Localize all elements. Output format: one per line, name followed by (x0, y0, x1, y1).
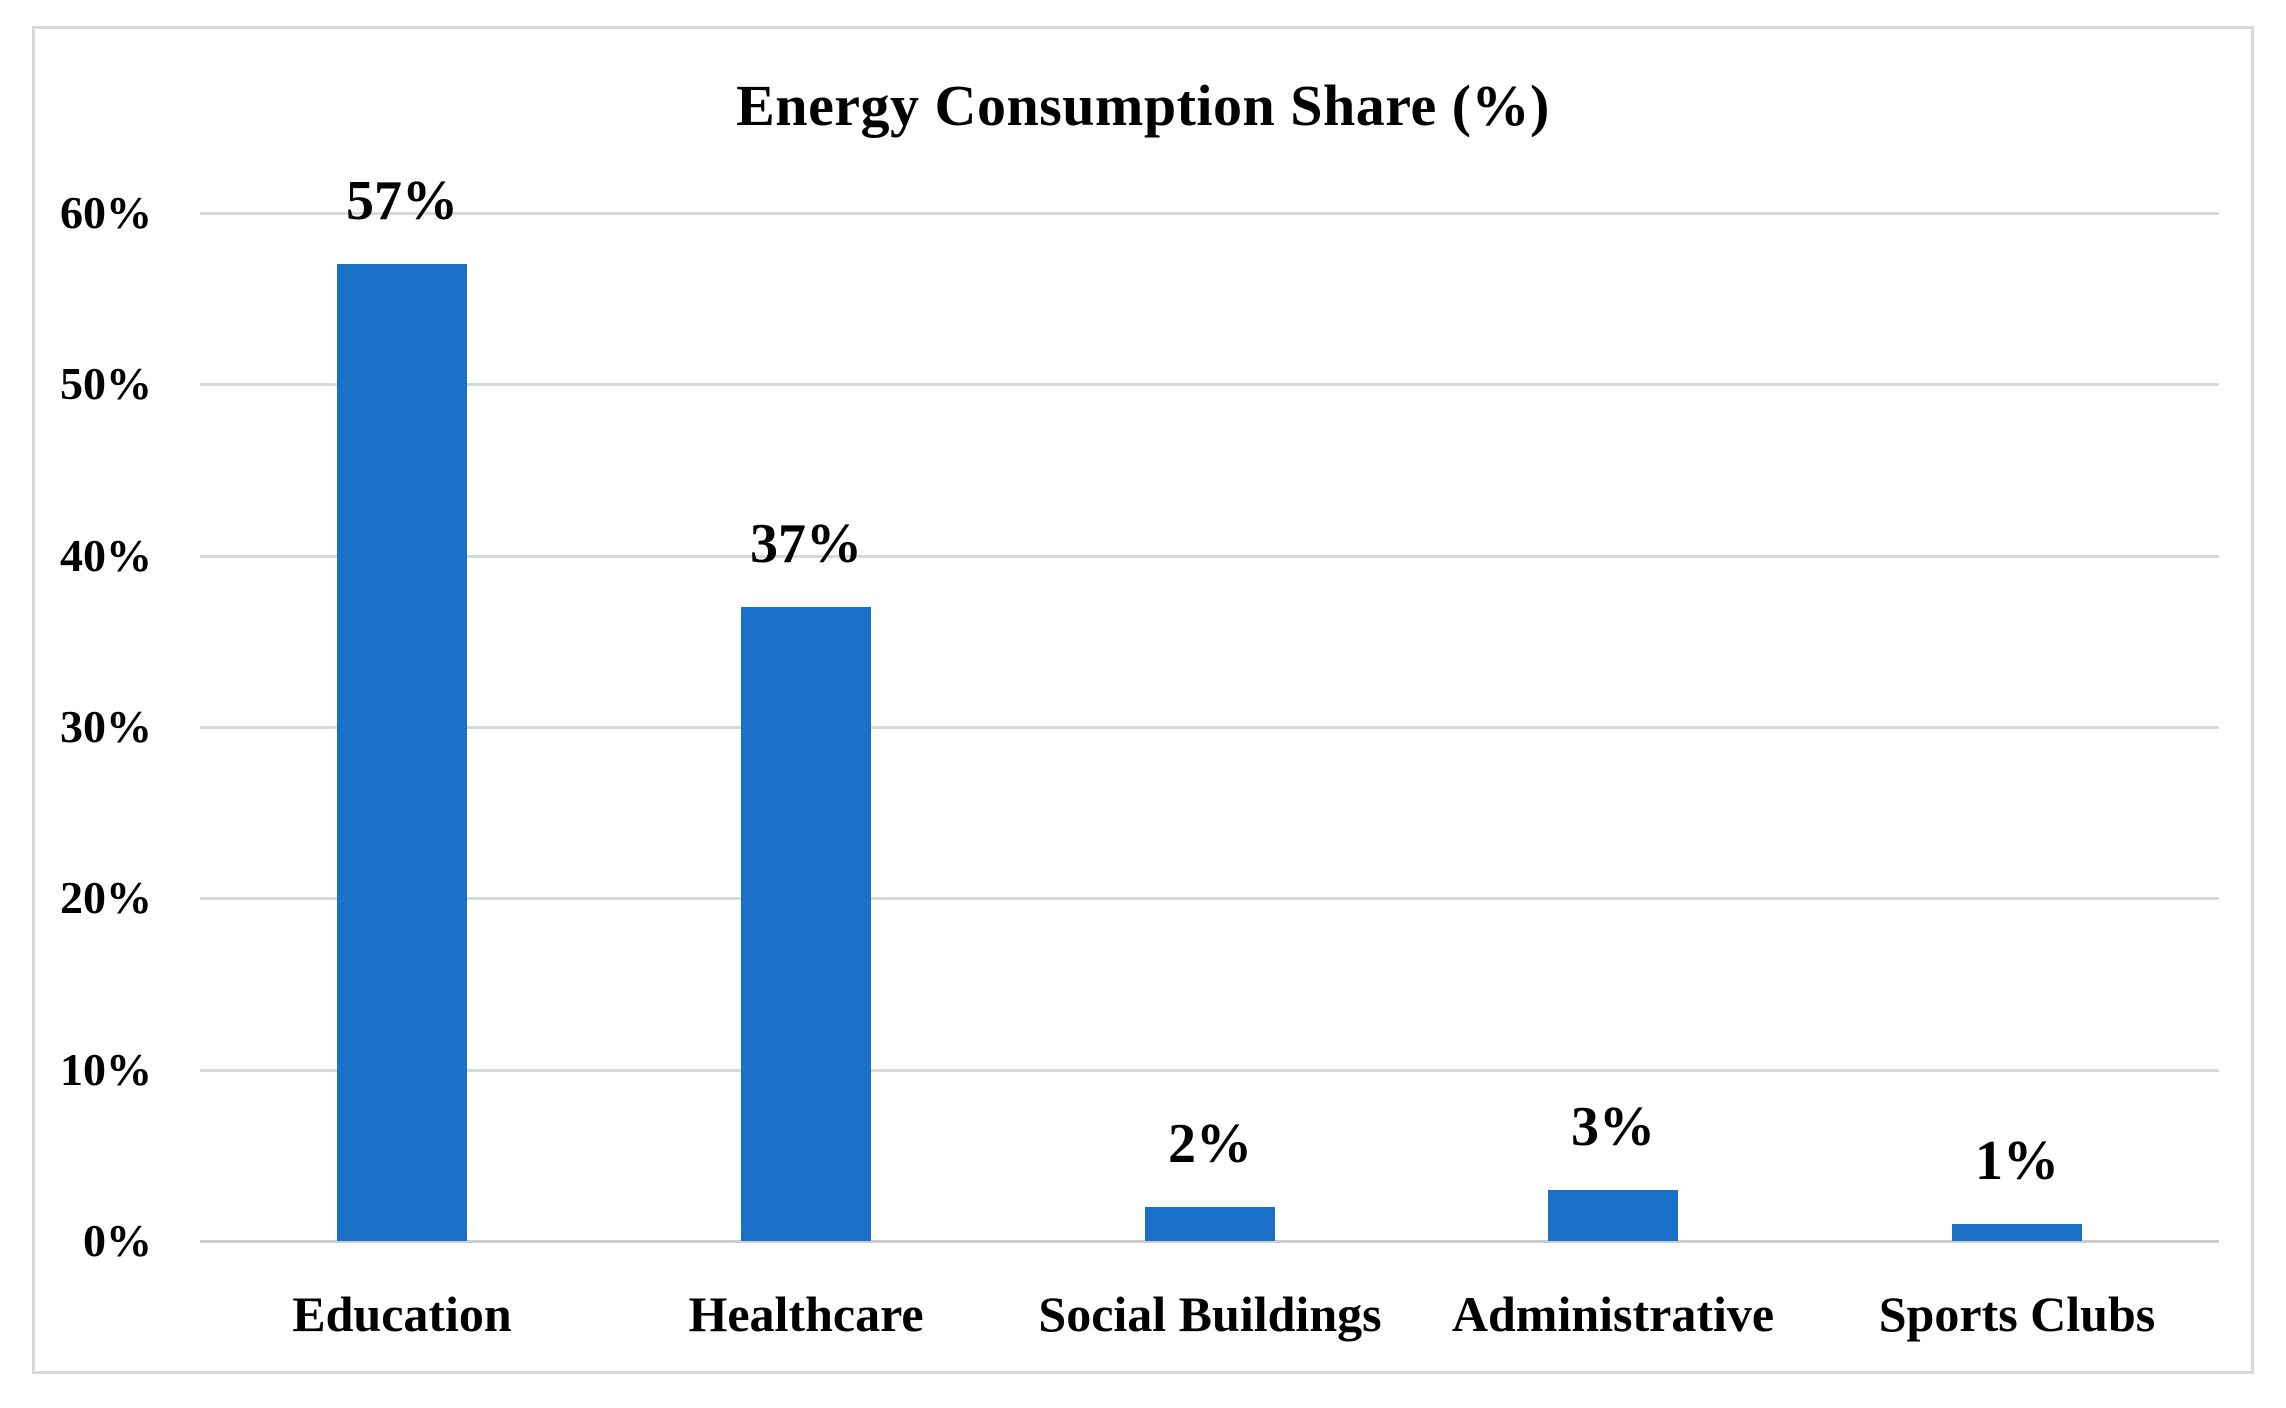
bar-education (337, 264, 467, 1241)
data-label: 3% (1571, 1096, 1655, 1158)
data-label: 2% (1168, 1113, 1252, 1175)
gridline (200, 1069, 2219, 1072)
bar-administrative (1548, 1190, 1678, 1241)
y-tick-label: 30% (60, 701, 152, 752)
x-axis-line (200, 1240, 2219, 1243)
data-label: 37% (750, 513, 862, 575)
gridline (200, 726, 2219, 729)
category-label-education: Education (292, 1286, 512, 1342)
gridline (200, 212, 2219, 215)
bar-social-buildings (1145, 1207, 1275, 1241)
y-tick-label: 0% (83, 1215, 152, 1266)
gridline (200, 897, 2219, 900)
category-label-sports-clubs: Sports Clubs (1878, 1286, 2156, 1342)
gridline (200, 555, 2219, 558)
bar-sports-clubs (1952, 1224, 2082, 1241)
data-label: 1% (1975, 1130, 2059, 1192)
y-tick-label: 60% (60, 187, 152, 238)
y-tick-label: 50% (60, 358, 152, 409)
y-tick-label: 10% (60, 1044, 152, 1095)
plot-area: 57% 37% 2% 3% 1% (200, 172, 2219, 1243)
category-label-healthcare: Healthcare (688, 1286, 924, 1342)
y-tick-label: 20% (60, 872, 152, 923)
category-label-social-buildings: Social Buildings (1038, 1286, 1382, 1342)
chart-title: Energy Consumption Share (%) (736, 73, 1550, 138)
category-label-administrative: Administrative (1451, 1286, 1775, 1342)
y-tick-label: 40% (60, 530, 152, 581)
bar-healthcare (741, 607, 871, 1241)
gridline (200, 383, 2219, 386)
data-label: 57% (346, 170, 458, 232)
